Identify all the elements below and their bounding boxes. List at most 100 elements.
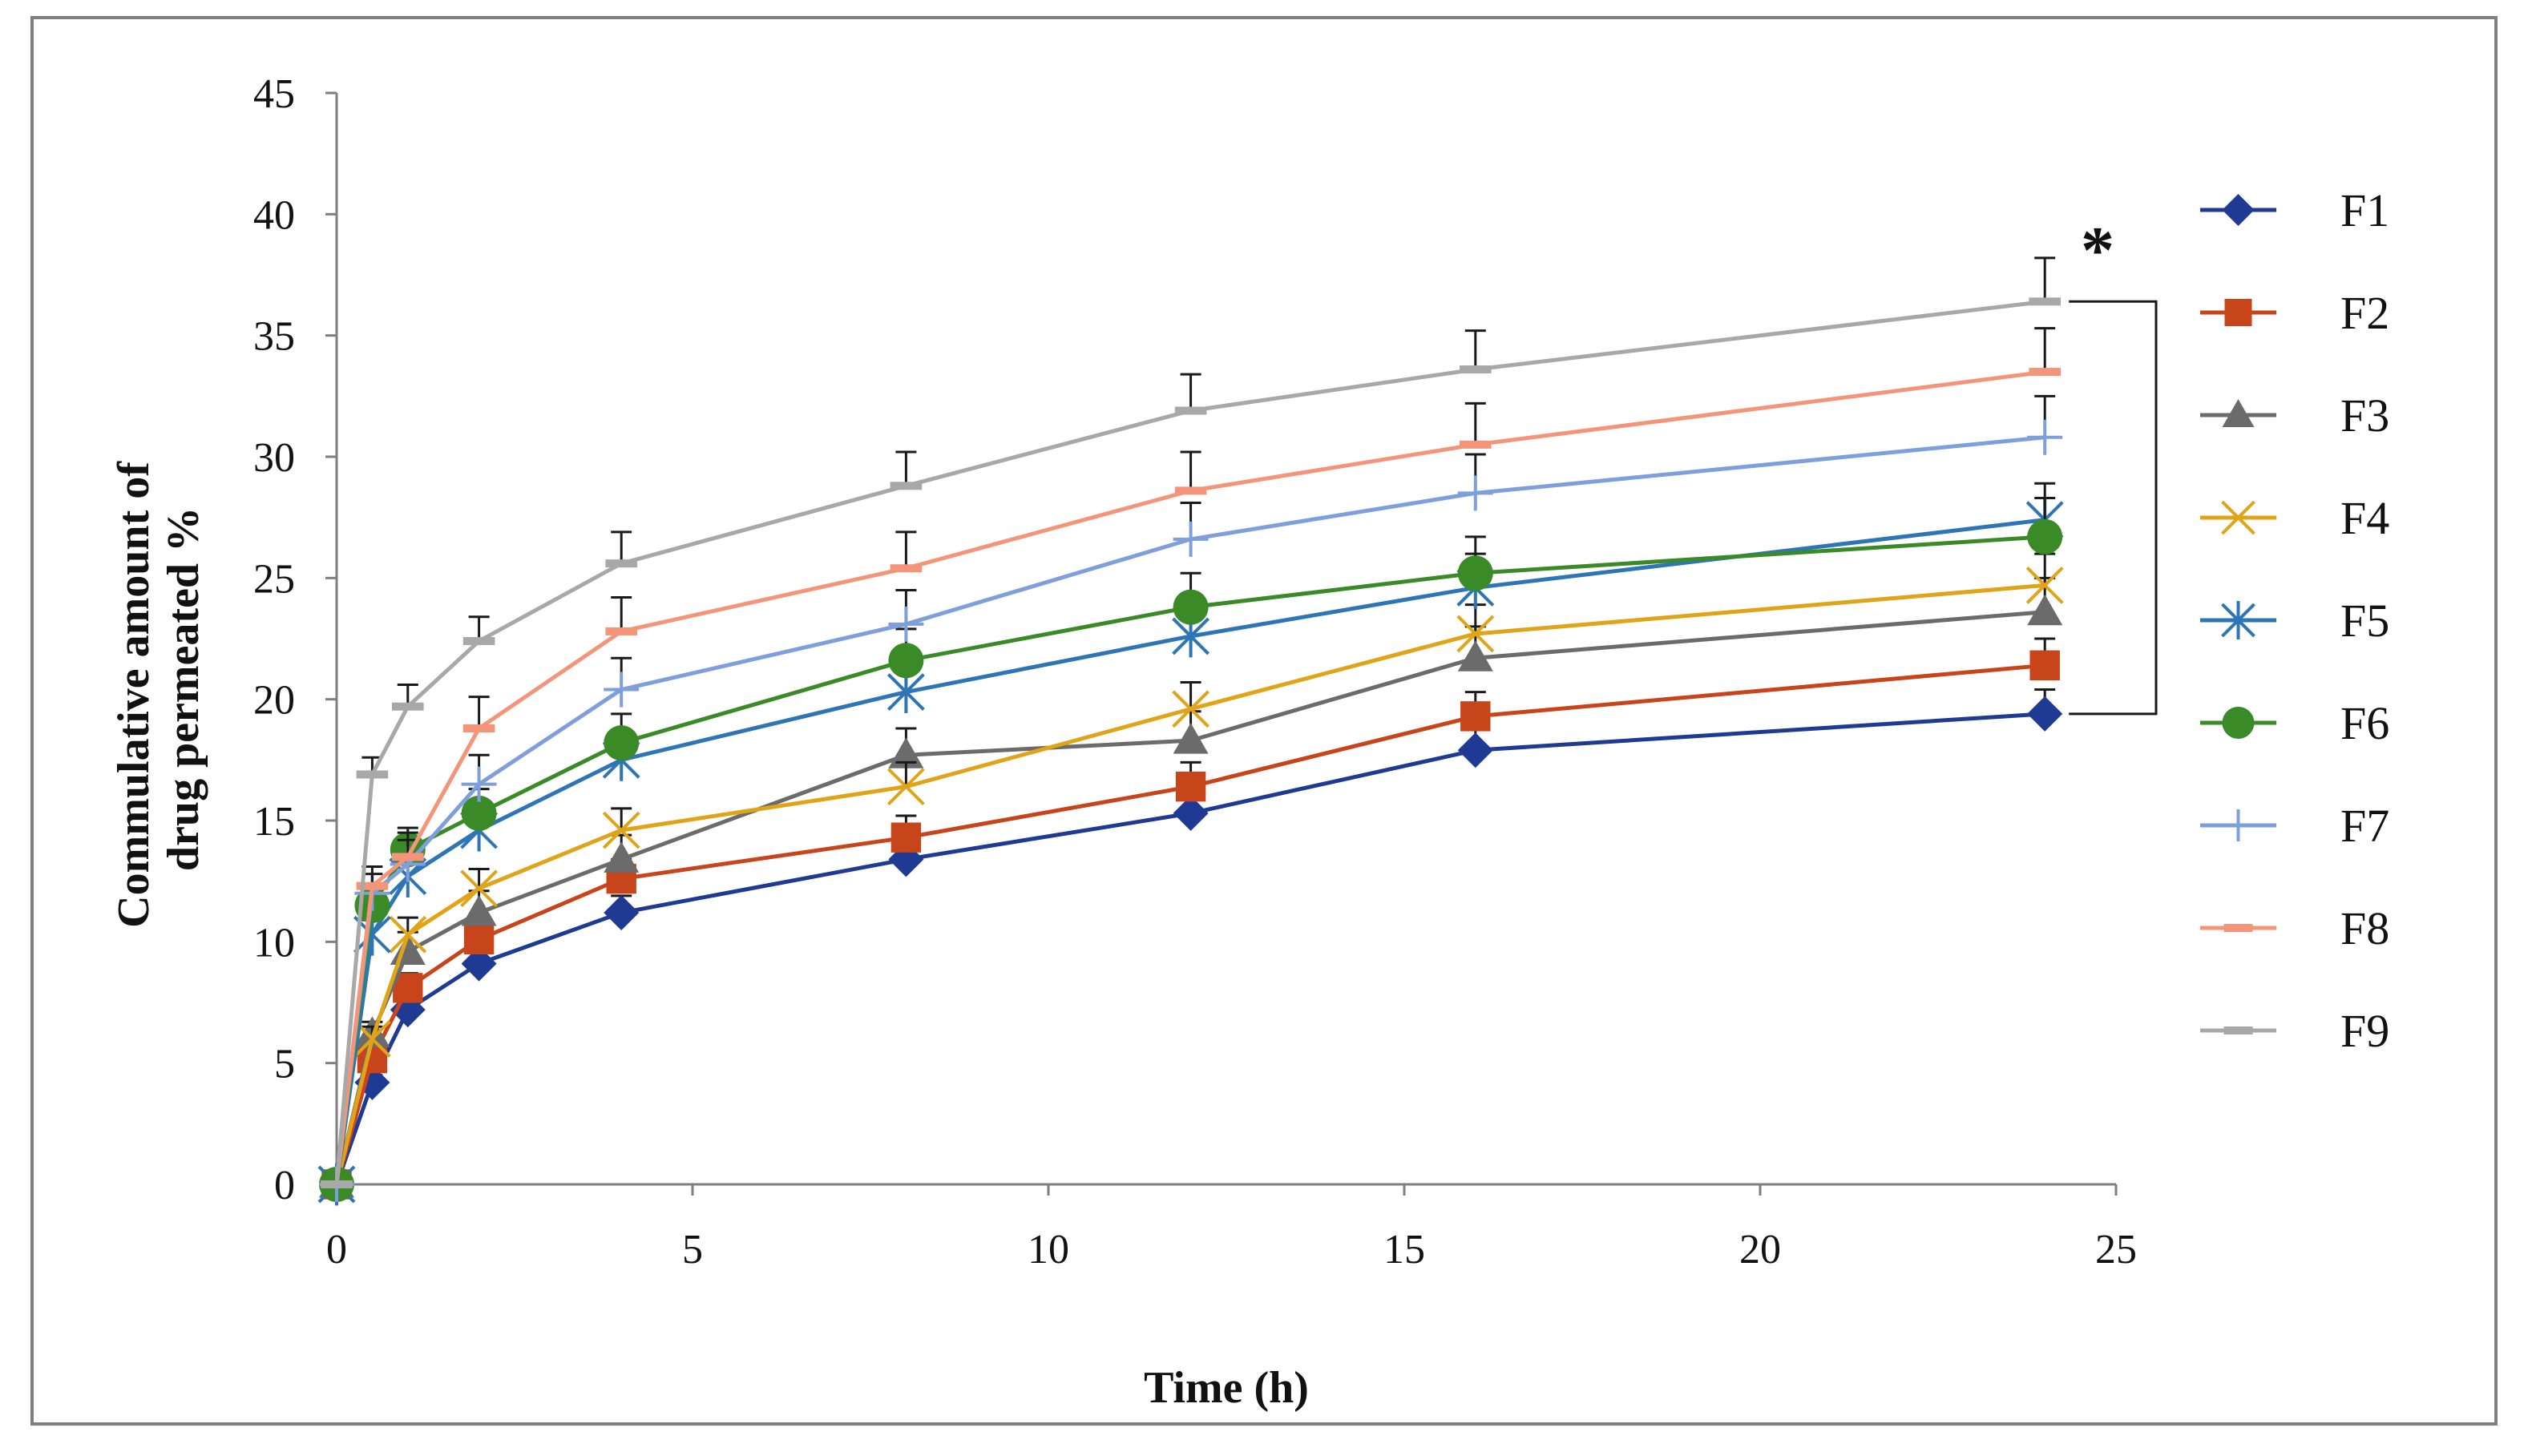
error-bar (468, 868, 490, 889)
data-point (2027, 518, 2063, 555)
data-point (2027, 696, 2063, 732)
data-point (462, 637, 495, 646)
error-bar (611, 807, 632, 831)
legend-label: F6 (2340, 697, 2389, 749)
data-point (1457, 640, 1493, 672)
legend-item-F2: F2 (2200, 287, 2389, 339)
data-point (890, 564, 923, 573)
legend-label: F8 (2340, 902, 2389, 954)
error-bar (397, 916, 418, 935)
legend-item-F5: F5 (2200, 595, 2389, 647)
y-tick-label: 0 (274, 1163, 295, 1208)
data-point (604, 725, 640, 761)
data-point (888, 737, 924, 768)
data-point (461, 766, 497, 802)
data-point (1457, 475, 1493, 511)
x-tick-label: 10 (1028, 1227, 1069, 1272)
data-point (1173, 723, 1209, 754)
series-F8 (321, 327, 2061, 1188)
error-bar (611, 596, 632, 631)
data-point (888, 643, 924, 679)
error-bar (1464, 329, 1486, 370)
x-axis-title: Time (h) (1144, 1363, 1309, 1413)
series-layer (317, 256, 2064, 1206)
legend-label: F4 (2340, 492, 2389, 544)
data-point (605, 627, 637, 635)
data-point (605, 559, 637, 568)
y-tick-label: 35 (253, 314, 295, 360)
data-point (2221, 601, 2255, 639)
error-bar (2034, 256, 2056, 302)
y-tick-label: 20 (253, 678, 295, 724)
legend-item-F6: F6 (2200, 697, 2389, 749)
x-tick-label: 15 (1383, 1227, 1425, 1272)
error-bar (2034, 327, 2056, 373)
error-bar (1180, 680, 1201, 709)
data-point (604, 841, 640, 873)
data-point (2221, 500, 2255, 535)
data-point (2223, 1026, 2253, 1035)
data-point (2029, 297, 2061, 306)
y-tick-label: 30 (253, 435, 295, 481)
data-point (356, 881, 389, 890)
x-tick-label: 0 (326, 1227, 347, 1272)
data-point (604, 895, 640, 931)
data-point (890, 482, 923, 490)
data-point (1174, 406, 1207, 415)
data-point (1175, 771, 1206, 802)
significance-bracket (2069, 300, 2158, 716)
legend-label: F5 (2340, 595, 2389, 647)
data-point (461, 795, 497, 831)
data-point (463, 924, 495, 955)
data-point (321, 1180, 353, 1188)
data-point (2222, 399, 2255, 427)
error-bar (468, 696, 490, 728)
data-point (2222, 707, 2255, 739)
data-point (461, 895, 497, 926)
error-bar (1180, 450, 1201, 491)
data-point (1460, 440, 1492, 449)
data-point (1173, 589, 1209, 625)
data-point (2029, 650, 2060, 680)
data-point (1174, 486, 1207, 495)
y-axis-title-line-1: Commulative amount of (109, 461, 159, 928)
data-point (888, 606, 924, 642)
error-bar (895, 450, 917, 486)
y-tick-label: 40 (253, 192, 295, 238)
y-axis-title: Commulative amount of drug permeated % (109, 450, 208, 928)
data-point (1460, 701, 1491, 732)
data-point (604, 672, 640, 708)
x-tick-label: 20 (1739, 1227, 1781, 1272)
x-tick-label: 5 (682, 1227, 703, 1272)
data-point (602, 811, 640, 849)
data-point (460, 869, 499, 908)
y-tick-label: 25 (253, 556, 295, 602)
error-bar (1180, 373, 1201, 411)
error-bar (468, 615, 490, 642)
y-tick-label: 45 (253, 71, 295, 117)
data-point (1460, 365, 1492, 374)
series-F9 (321, 256, 2061, 1188)
legend-label: F9 (2340, 1005, 2389, 1057)
data-point (389, 915, 427, 954)
annotation-layer (2069, 300, 2158, 716)
data-point (1457, 555, 1493, 591)
data-point (2027, 419, 2063, 455)
data-point (2224, 299, 2252, 326)
y-tick-label: 10 (253, 920, 295, 966)
data-point (890, 822, 922, 853)
data-point (1172, 690, 1210, 728)
y-axis-title-line-2: drug permeated % (159, 507, 208, 871)
y-tick-label: 15 (253, 799, 295, 845)
data-point (2223, 924, 2253, 932)
data-point (2222, 809, 2255, 841)
legend-item-F7: F7 (2200, 800, 2389, 852)
significance-asterisk: * (2081, 213, 2114, 288)
legend-label: F7 (2340, 800, 2389, 852)
data-point (1173, 521, 1209, 557)
error-bar (895, 530, 917, 569)
data-point (886, 768, 925, 806)
error-bar (1464, 401, 1486, 445)
data-point (2222, 194, 2255, 226)
legend-item-F4: F4 (2200, 492, 2389, 544)
